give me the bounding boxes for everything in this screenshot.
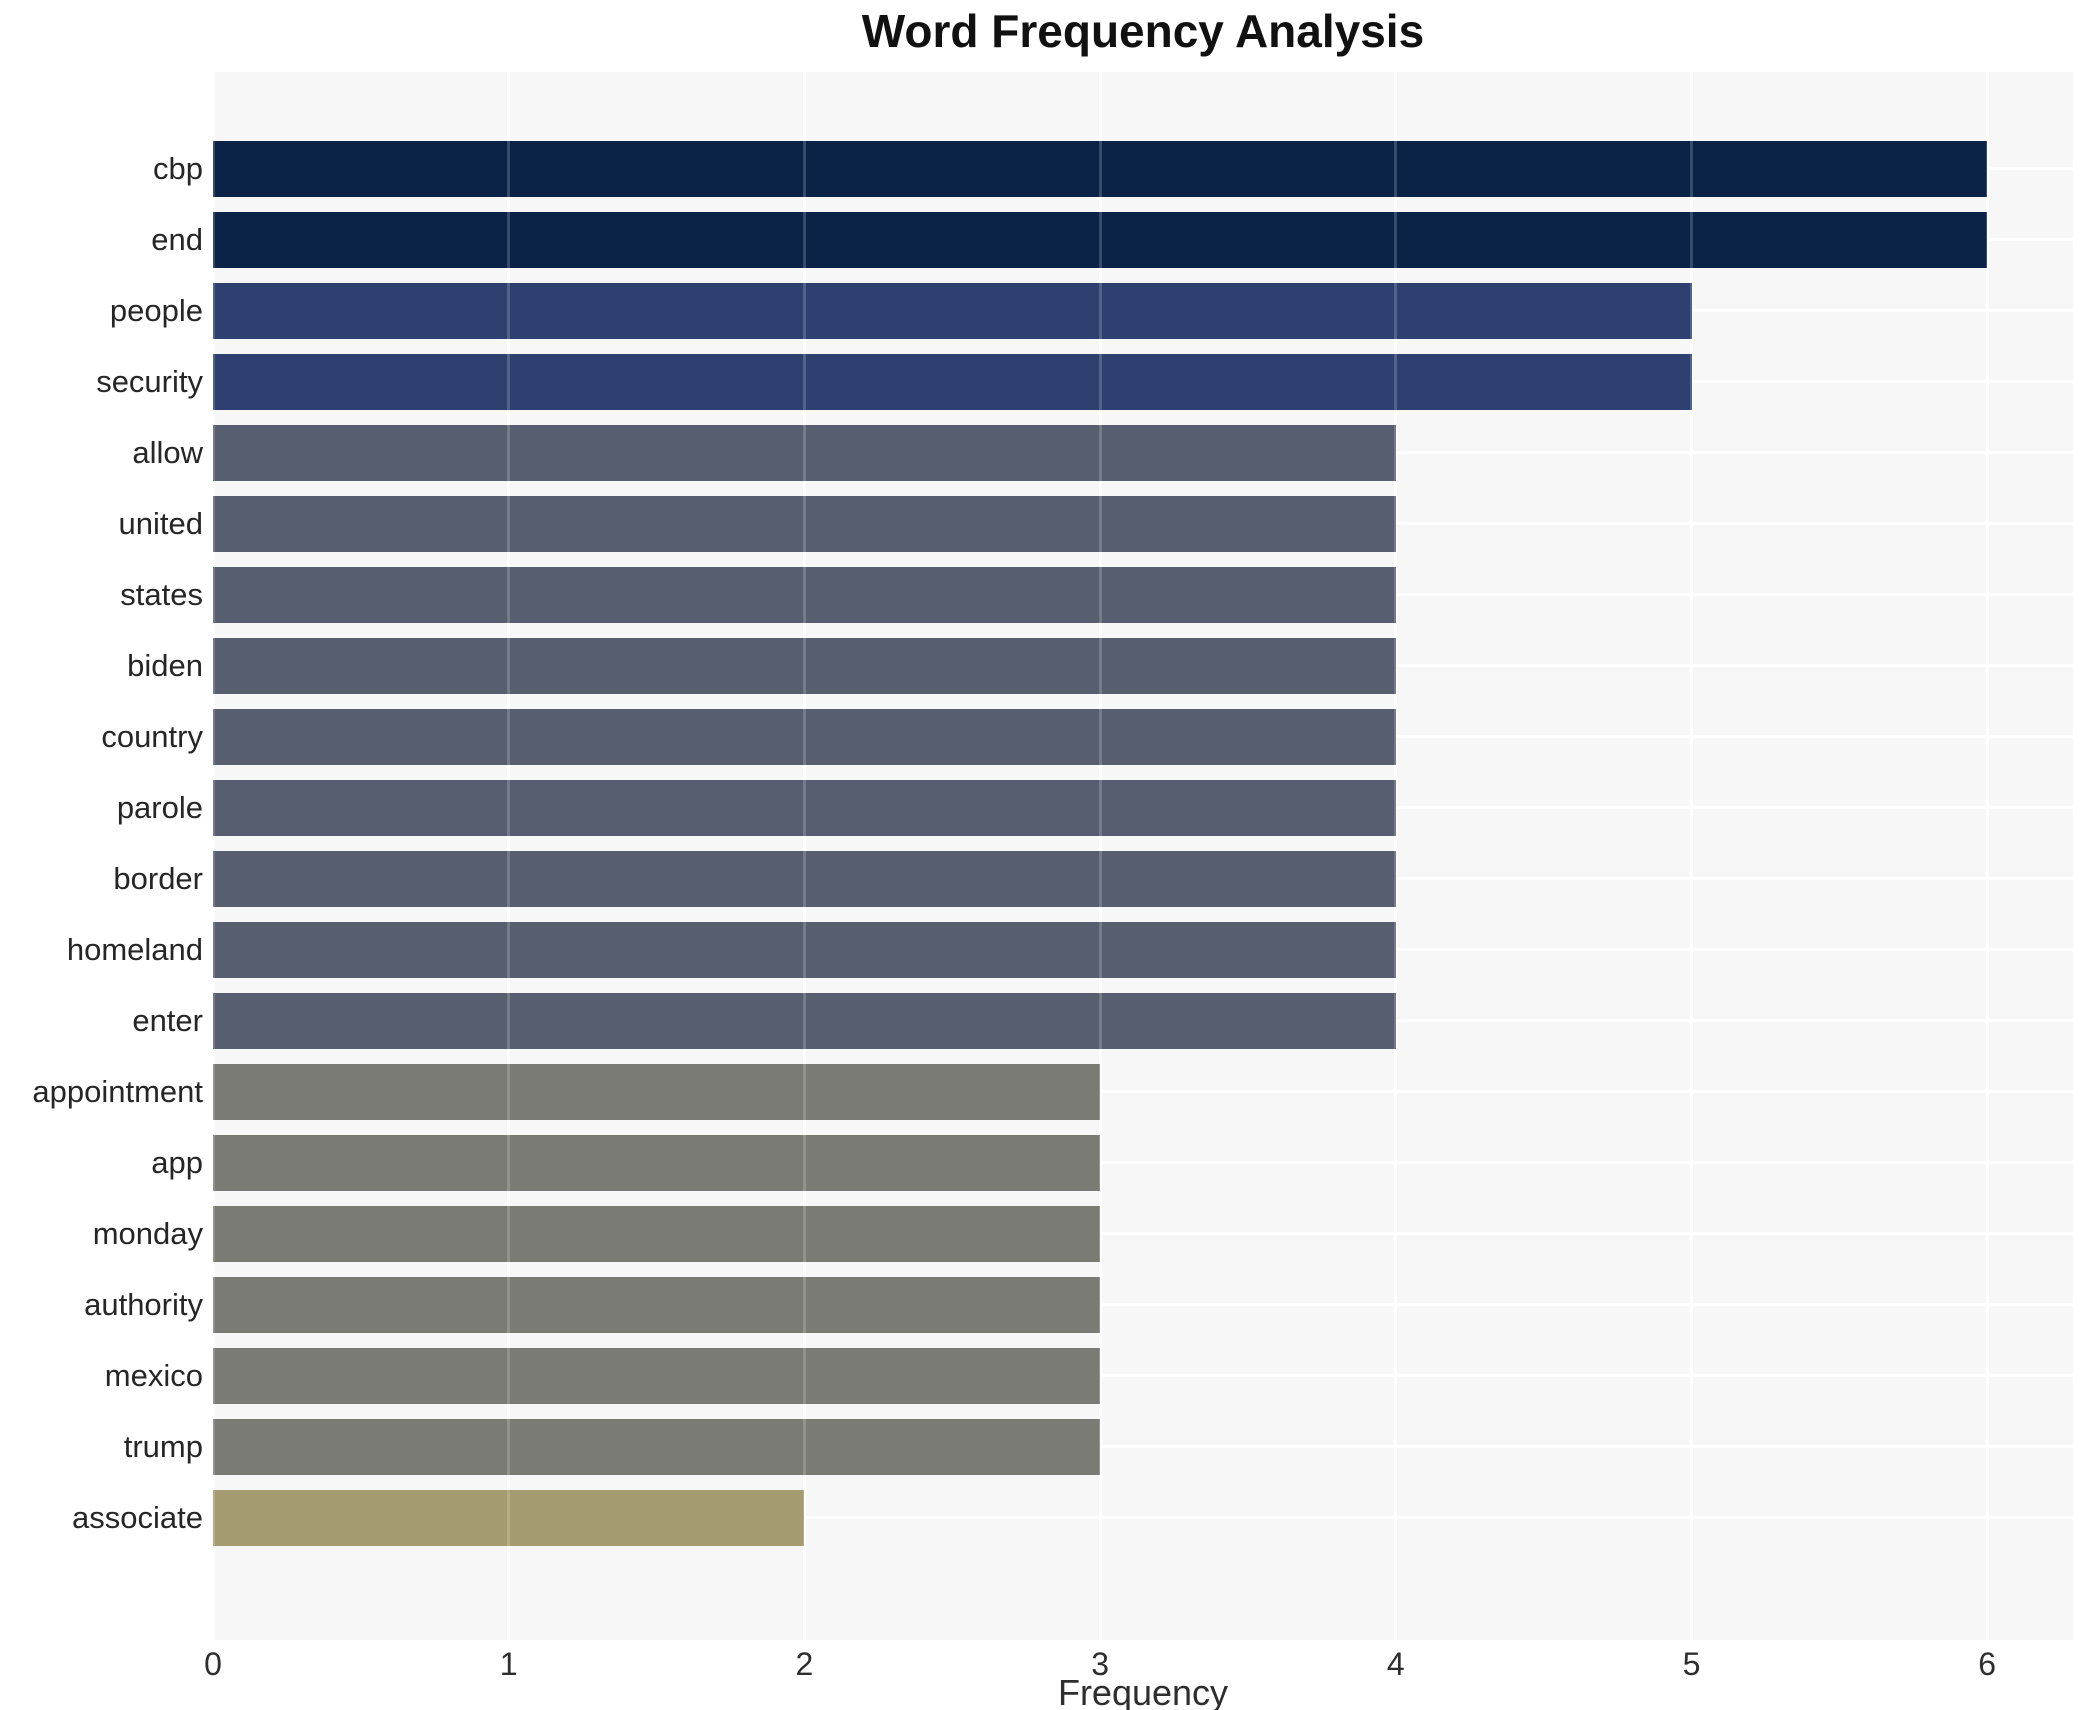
x-tick-label: 0: [204, 1646, 222, 1682]
bar-row: [213, 1482, 2073, 1553]
bar-row: [213, 346, 2073, 417]
x-axis-tick-labels: 0 1 2 3 4 5 6: [204, 1646, 2073, 1682]
y-gridline: [213, 1445, 2073, 1448]
category-label: mexico: [104, 1358, 203, 1393]
bar-row: [213, 701, 2073, 772]
category-label: states: [120, 577, 203, 612]
bar: [213, 850, 1396, 907]
x-gridline: [1394, 72, 1398, 1640]
bar: [213, 779, 1396, 836]
bar: [213, 140, 1988, 197]
category-label: enter: [132, 1003, 203, 1038]
y-gridline: [213, 1303, 2073, 1306]
bar-row: [213, 1269, 2073, 1340]
bar-row: [213, 1127, 2073, 1198]
y-gridline: [213, 1232, 2073, 1235]
category-label: country: [101, 719, 203, 754]
bar-row: [213, 1411, 2073, 1482]
bar-row: [213, 914, 2073, 985]
bar: [213, 211, 1988, 268]
bar: [213, 1347, 1101, 1404]
chart-title: Word Frequency Analysis: [861, 5, 1425, 57]
category-label: united: [118, 506, 203, 541]
y-gridline: [213, 1374, 2073, 1377]
bar: [213, 1063, 1101, 1120]
bar-row: [213, 1340, 2073, 1411]
bar-row: [213, 1056, 2073, 1127]
category-label: security: [96, 364, 203, 399]
x-gridline-overlay: [1394, 72, 1398, 1640]
x-tick-label: 6: [1978, 1646, 1997, 1682]
category-label: people: [109, 293, 203, 328]
bar-row: [213, 133, 2073, 204]
x-gridline-overlay: [213, 72, 215, 1640]
x-tick-label: 2: [795, 1646, 814, 1682]
category-label: cbp: [153, 151, 203, 186]
x-gridline-overlay: [1690, 72, 1693, 1640]
y-gridline: [213, 1090, 2073, 1093]
bar: [213, 637, 1396, 694]
x-tick-label: 1: [499, 1646, 518, 1682]
bar-row: [213, 843, 2073, 914]
bar: [213, 1134, 1101, 1191]
x-tick-label: 5: [1682, 1646, 1701, 1682]
bar-row: [213, 204, 2073, 275]
bar-row: [213, 772, 2073, 843]
bar: [213, 921, 1396, 978]
bar: [213, 1489, 805, 1546]
category-label: parole: [116, 790, 203, 825]
category-label: trump: [123, 1429, 203, 1464]
category-label: associate: [72, 1500, 203, 1535]
category-label: homeland: [66, 932, 203, 967]
bar: [213, 708, 1396, 765]
x-tick-label: 4: [1386, 1646, 1405, 1682]
category-label: allow: [132, 435, 203, 470]
bar-row: [213, 630, 2073, 701]
bar-rows: [213, 133, 2073, 1553]
bar: [213, 566, 1396, 623]
bar: [213, 495, 1396, 552]
bar: [213, 424, 1396, 481]
x-axis-label: Frequency: [1057, 1672, 1229, 1710]
bar: [213, 353, 1692, 410]
bar: [213, 1276, 1101, 1333]
bar-row: [213, 985, 2073, 1056]
bar-row: [213, 417, 2073, 488]
y-gridline: [213, 1516, 2073, 1519]
x-gridline-overlay: [802, 72, 806, 1640]
bar-row: [213, 275, 2073, 346]
x-tick-label: 3: [1091, 1646, 1109, 1682]
plot-area: [213, 72, 2073, 1640]
bar-row: [213, 488, 2073, 559]
x-gridline-overlay: [507, 72, 511, 1640]
bar: [213, 1205, 1101, 1262]
x-gridline-overlay: [1985, 72, 1989, 1640]
category-label: app: [151, 1145, 203, 1180]
x-gridline: [1690, 72, 1693, 1640]
bar: [213, 282, 1692, 339]
bar: [213, 1418, 1101, 1475]
bar-row: [213, 559, 2073, 630]
bar-row: [213, 1198, 2073, 1269]
category-label: authority: [84, 1287, 203, 1322]
category-label: appointment: [32, 1074, 203, 1109]
category-label: end: [151, 222, 203, 257]
y-gridline: [213, 1161, 2073, 1164]
x-gridline-overlay: [1098, 72, 1102, 1640]
category-label: monday: [92, 1216, 203, 1251]
category-label: border: [113, 861, 203, 896]
x-gridline: [1985, 72, 1989, 1640]
category-label: biden: [127, 648, 203, 683]
bar: [213, 992, 1396, 1049]
